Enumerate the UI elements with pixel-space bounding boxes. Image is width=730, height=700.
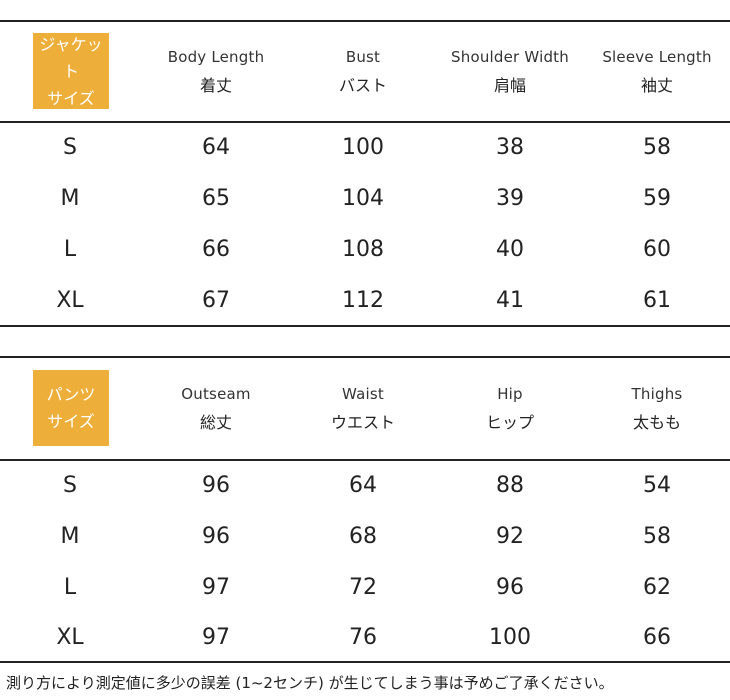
column-header: Body Length 着丈 <box>141 48 291 96</box>
header-english: Shoulder Width <box>451 48 569 66</box>
measurement-cell: 59 <box>643 186 671 211</box>
measurement-cell: 108 <box>342 237 384 262</box>
measurement-cell: 64 <box>349 473 377 498</box>
badge-line: パンツ <box>46 385 96 404</box>
divider <box>0 20 730 22</box>
divider <box>0 356 730 358</box>
measurement-cell: 58 <box>643 524 671 549</box>
measurement-cell: 100 <box>342 135 384 160</box>
size-label: M <box>60 524 80 549</box>
measurement-cell: 76 <box>349 625 377 650</box>
divider <box>0 459 730 461</box>
table-row: XL 67 112 41 61 <box>0 286 730 316</box>
header-japanese: 袖丈 <box>640 76 673 95</box>
header-english: Sleeve Length <box>602 48 712 66</box>
table-row: M 65 104 39 59 <box>0 184 730 214</box>
measurement-cell: 64 <box>202 135 230 160</box>
size-label: XL <box>56 288 84 313</box>
table-row: S 96 64 88 54 <box>0 471 730 501</box>
header-japanese: 総丈 <box>199 413 232 432</box>
measurement-cell: 96 <box>202 473 230 498</box>
measurement-cell: 58 <box>643 135 671 160</box>
measurement-cell: 100 <box>489 625 531 650</box>
badge-line: ジャケット <box>39 34 103 81</box>
column-header: Thighs 太もも <box>582 385 730 433</box>
measurement-cell: 112 <box>342 288 384 313</box>
measurement-cell: 96 <box>496 575 524 600</box>
jacket-size-badge: ジャケット サイズ <box>33 33 109 109</box>
header-english: Outseam <box>181 385 251 403</box>
measurement-cell: 72 <box>349 575 377 600</box>
column-header: Sleeve Length 袖丈 <box>582 48 730 96</box>
divider <box>0 661 730 663</box>
size-label: S <box>63 473 77 498</box>
header-japanese: ヒップ <box>485 413 534 432</box>
measurement-cell: 60 <box>643 237 671 262</box>
measurement-cell: 104 <box>342 186 384 211</box>
header-japanese: バスト <box>338 76 387 95</box>
size-label: XL <box>56 625 84 650</box>
measurement-cell: 66 <box>643 625 671 650</box>
table-row: S 64 100 38 58 <box>0 133 730 163</box>
table-row: XL 97 76 100 66 <box>0 623 730 653</box>
column-header: Bust バスト <box>288 48 438 96</box>
measurement-cell: 61 <box>643 288 671 313</box>
measurement-cell: 38 <box>496 135 524 160</box>
header-japanese: 肩幅 <box>493 76 526 95</box>
measurement-cell: 54 <box>643 473 671 498</box>
measurement-cell: 97 <box>202 575 230 600</box>
column-header: Waist ウエスト <box>288 385 438 433</box>
column-header: Shoulder Width 肩幅 <box>435 48 585 96</box>
measurement-cell: 97 <box>202 625 230 650</box>
measurement-cell: 40 <box>496 237 524 262</box>
column-header: Hip ヒップ <box>435 385 585 433</box>
measurement-cell: 39 <box>496 186 524 211</box>
size-label: L <box>63 237 77 262</box>
pants-size-badge: パンツ サイズ <box>33 370 109 446</box>
header-japanese: 着丈 <box>199 76 232 95</box>
header-english: Hip <box>497 385 523 403</box>
table-row: L 66 108 40 60 <box>0 235 730 265</box>
measurement-cell: 88 <box>496 473 524 498</box>
header-japanese: 太もも <box>632 413 681 432</box>
table-row: L 97 72 96 62 <box>0 573 730 603</box>
measurement-cell: 92 <box>496 524 524 549</box>
divider <box>0 121 730 123</box>
badge-line: サイズ <box>47 412 95 431</box>
measurement-cell: 41 <box>496 288 524 313</box>
measurement-note: 測り方により測定値に多少の誤差 (1~2センチ) が生じてしまう事は予めご了承く… <box>6 674 614 692</box>
size-label: M <box>60 186 80 211</box>
measurement-cell: 67 <box>202 288 230 313</box>
measurement-cell: 68 <box>349 524 377 549</box>
header-english: Bust <box>345 48 381 66</box>
divider <box>0 325 730 327</box>
measurement-cell: 62 <box>643 575 671 600</box>
badge-line: サイズ <box>47 88 95 108</box>
measurement-cell: 66 <box>202 237 230 262</box>
measurement-cell: 65 <box>202 186 230 211</box>
measurement-cell: 96 <box>202 524 230 549</box>
table-row: M 96 68 92 58 <box>0 522 730 552</box>
header-japanese: ウエスト <box>330 413 395 432</box>
size-label: L <box>63 575 77 600</box>
header-english: Thighs <box>631 385 683 403</box>
column-header: Outseam 総丈 <box>141 385 291 433</box>
header-english: Body Length <box>167 48 265 66</box>
header-english: Waist <box>342 385 384 403</box>
size-label: S <box>63 135 77 160</box>
